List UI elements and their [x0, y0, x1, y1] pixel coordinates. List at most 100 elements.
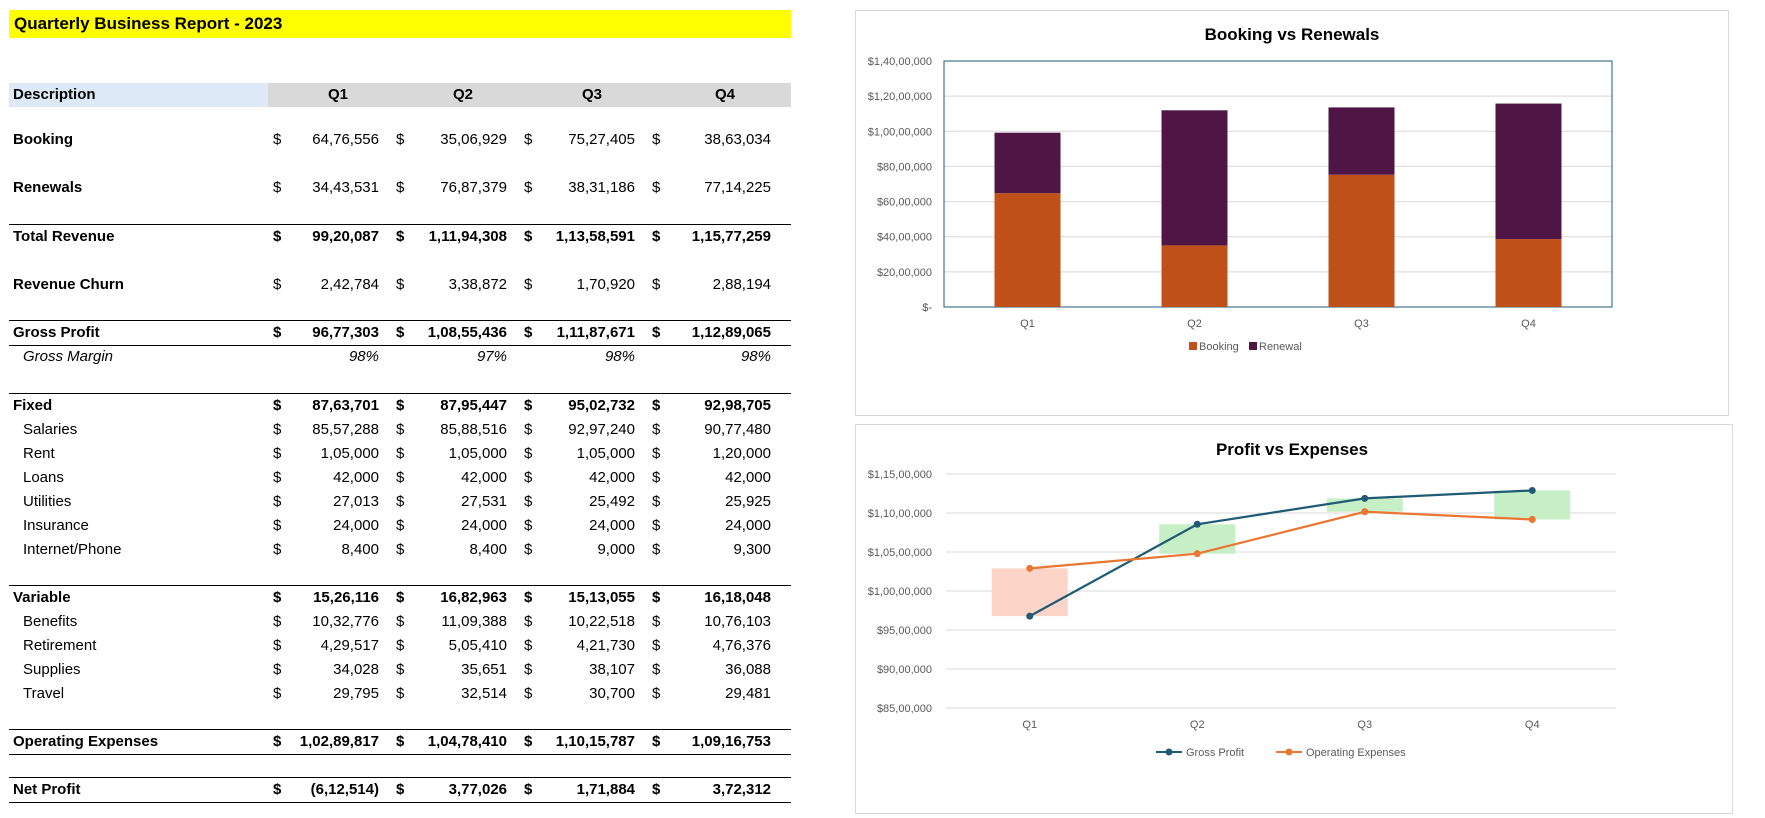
value-cell-q4[interactable]: 36,088: [725, 661, 771, 678]
value-cell-q2[interactable]: 35,651: [461, 661, 507, 678]
value-cell-q4[interactable]: 2,88,194: [712, 276, 771, 293]
row-label[interactable]: Utilities: [23, 493, 72, 510]
value-cell-q3[interactable]: 92,97,240: [568, 421, 635, 438]
value-cell-q4[interactable]: 29,481: [725, 685, 771, 702]
value-cell-q1[interactable]: 27,013: [333, 493, 379, 510]
value-cell-q4[interactable]: 1,20,000: [712, 445, 771, 462]
value-cell-q3[interactable]: 10,22,518: [568, 613, 635, 630]
value-cell-q2[interactable]: 1,08,55,436: [427, 324, 507, 341]
value-cell-q1[interactable]: 8,400: [341, 541, 379, 558]
row-label[interactable]: Benefits: [23, 613, 78, 630]
booking-vs-renewals-chart[interactable]: Booking vs Renewals $- $20,00,000 $40,00,0…: [855, 10, 1729, 416]
value-cell-q3[interactable]: 1,71,884: [576, 781, 635, 798]
profit-vs-expenses-chart[interactable]: Profit vs Expenses $85,00,000 $90,00,000 $…: [855, 424, 1733, 814]
value-cell-q2[interactable]: 97%: [476, 348, 507, 365]
value-cell-q3[interactable]: 38,107: [589, 661, 635, 678]
row-label[interactable]: Fixed: [13, 397, 53, 414]
header-description[interactable]: Description: [13, 86, 96, 103]
value-cell-q1[interactable]: 1,02,89,817: [299, 733, 379, 750]
value-cell-q4[interactable]: 3,72,312: [712, 781, 771, 798]
value-cell-q2[interactable]: 35,06,929: [440, 131, 507, 148]
header-q2[interactable]: Q2: [452, 86, 473, 103]
value-cell-q1[interactable]: 4,29,517: [320, 637, 379, 654]
value-cell-q2[interactable]: 42,000: [461, 469, 507, 486]
value-cell-q4[interactable]: 25,925: [725, 493, 771, 510]
value-cell-q3[interactable]: 1,70,920: [576, 276, 635, 293]
value-cell-q3[interactable]: 1,10,15,787: [555, 733, 635, 750]
value-cell-q1[interactable]: 34,43,531: [312, 179, 379, 196]
value-cell-q4[interactable]: 38,63,034: [704, 131, 771, 148]
value-cell-q3[interactable]: 4,21,730: [576, 637, 635, 654]
value-cell-q1[interactable]: (6,12,514): [310, 781, 379, 798]
value-cell-q1[interactable]: 1,05,000: [320, 445, 379, 462]
value-cell-q3[interactable]: 24,000: [589, 517, 635, 534]
value-cell-q1[interactable]: 34,028: [333, 661, 379, 678]
value-cell-q2[interactable]: 76,87,379: [440, 179, 507, 196]
value-cell-q3[interactable]: 98%: [604, 348, 635, 365]
header-q3[interactable]: Q3: [581, 86, 602, 103]
value-cell-q3[interactable]: 1,11,87,671: [556, 324, 635, 341]
value-cell-q1[interactable]: 24,000: [333, 517, 379, 534]
value-cell-q1[interactable]: 64,76,556: [312, 131, 379, 148]
value-cell-q4[interactable]: 4,76,376: [712, 637, 771, 654]
row-label[interactable]: Insurance: [23, 517, 89, 534]
value-cell-q2[interactable]: 1,11,94,308: [428, 228, 507, 245]
value-cell-q1[interactable]: 10,32,776: [312, 613, 379, 630]
value-cell-q1[interactable]: 96,77,303: [312, 324, 379, 341]
value-cell-q3[interactable]: 42,000: [589, 469, 635, 486]
row-label[interactable]: Loans: [23, 469, 64, 486]
value-cell-q4[interactable]: 10,76,103: [704, 613, 771, 630]
row-label[interactable]: Rent: [23, 445, 55, 462]
value-cell-q3[interactable]: 75,27,405: [568, 131, 635, 148]
row-label[interactable]: Salaries: [23, 421, 78, 438]
value-cell-q2[interactable]: 85,88,516: [440, 421, 507, 438]
value-cell-q4[interactable]: 92,98,705: [704, 397, 771, 414]
value-cell-q2[interactable]: 3,38,872: [448, 276, 507, 293]
header-q1[interactable]: Q1: [327, 86, 348, 103]
row-label[interactable]: Total Revenue: [13, 228, 115, 245]
row-label[interactable]: Variable: [13, 589, 71, 606]
value-cell-q2[interactable]: 8,400: [469, 541, 507, 558]
value-cell-q2[interactable]: 11,09,388: [441, 613, 507, 630]
value-cell-q4[interactable]: 16,18,048: [704, 589, 771, 606]
row-label[interactable]: Supplies: [23, 661, 81, 678]
value-cell-q2[interactable]: 5,05,410: [448, 637, 507, 654]
value-cell-q4[interactable]: 1,12,89,065: [691, 324, 771, 341]
value-cell-q2[interactable]: 3,77,026: [448, 781, 507, 798]
value-cell-q1[interactable]: 87,63,701: [312, 397, 379, 414]
value-cell-q3[interactable]: 1,13,58,591: [555, 228, 635, 245]
row-label[interactable]: Gross Profit: [13, 324, 100, 341]
row-label[interactable]: Operating Expenses: [13, 733, 159, 750]
value-cell-q4[interactable]: 77,14,225: [704, 179, 771, 196]
value-cell-q2[interactable]: 1,04,78,410: [427, 733, 507, 750]
value-cell-q4[interactable]: 24,000: [725, 517, 771, 534]
row-label[interactable]: Revenue Churn: [13, 276, 124, 293]
value-cell-q3[interactable]: 9,000: [597, 541, 635, 558]
row-label[interactable]: Travel: [23, 685, 65, 702]
value-cell-q1[interactable]: 2,42,784: [320, 276, 379, 293]
value-cell-q2[interactable]: 87,95,447: [440, 397, 507, 414]
row-label[interactable]: Retirement: [23, 637, 97, 654]
row-label[interactable]: Internet/Phone: [23, 541, 122, 558]
value-cell-q4[interactable]: 1,15,77,259: [691, 228, 771, 245]
value-cell-q3[interactable]: 25,492: [589, 493, 635, 510]
value-cell-q1[interactable]: 99,20,087: [312, 228, 379, 245]
value-cell-q2[interactable]: 16,82,963: [440, 589, 507, 606]
value-cell-q4[interactable]: 1,09,16,753: [691, 733, 771, 750]
value-cell-q1[interactable]: 15,26,116: [313, 589, 379, 606]
value-cell-q2[interactable]: 27,531: [461, 493, 507, 510]
value-cell-q2[interactable]: 32,514: [461, 685, 507, 702]
value-cell-q3[interactable]: 95,02,732: [568, 397, 635, 414]
header-q4[interactable]: Q4: [714, 86, 735, 103]
value-cell-q3[interactable]: 1,05,000: [576, 445, 635, 462]
value-cell-q4[interactable]: 98%: [740, 348, 771, 365]
value-cell-q3[interactable]: 30,700: [589, 685, 635, 702]
row-label[interactable]: Gross Margin: [23, 348, 114, 365]
value-cell-q1[interactable]: 29,795: [333, 685, 379, 702]
value-cell-q3[interactable]: 15,13,055: [568, 589, 635, 606]
value-cell-q3[interactable]: 38,31,186: [568, 179, 635, 196]
row-label[interactable]: Booking: [13, 131, 73, 148]
value-cell-q4[interactable]: 90,77,480: [704, 421, 771, 438]
row-label[interactable]: Net Profit: [13, 781, 81, 798]
value-cell-q1[interactable]: 42,000: [333, 469, 379, 486]
